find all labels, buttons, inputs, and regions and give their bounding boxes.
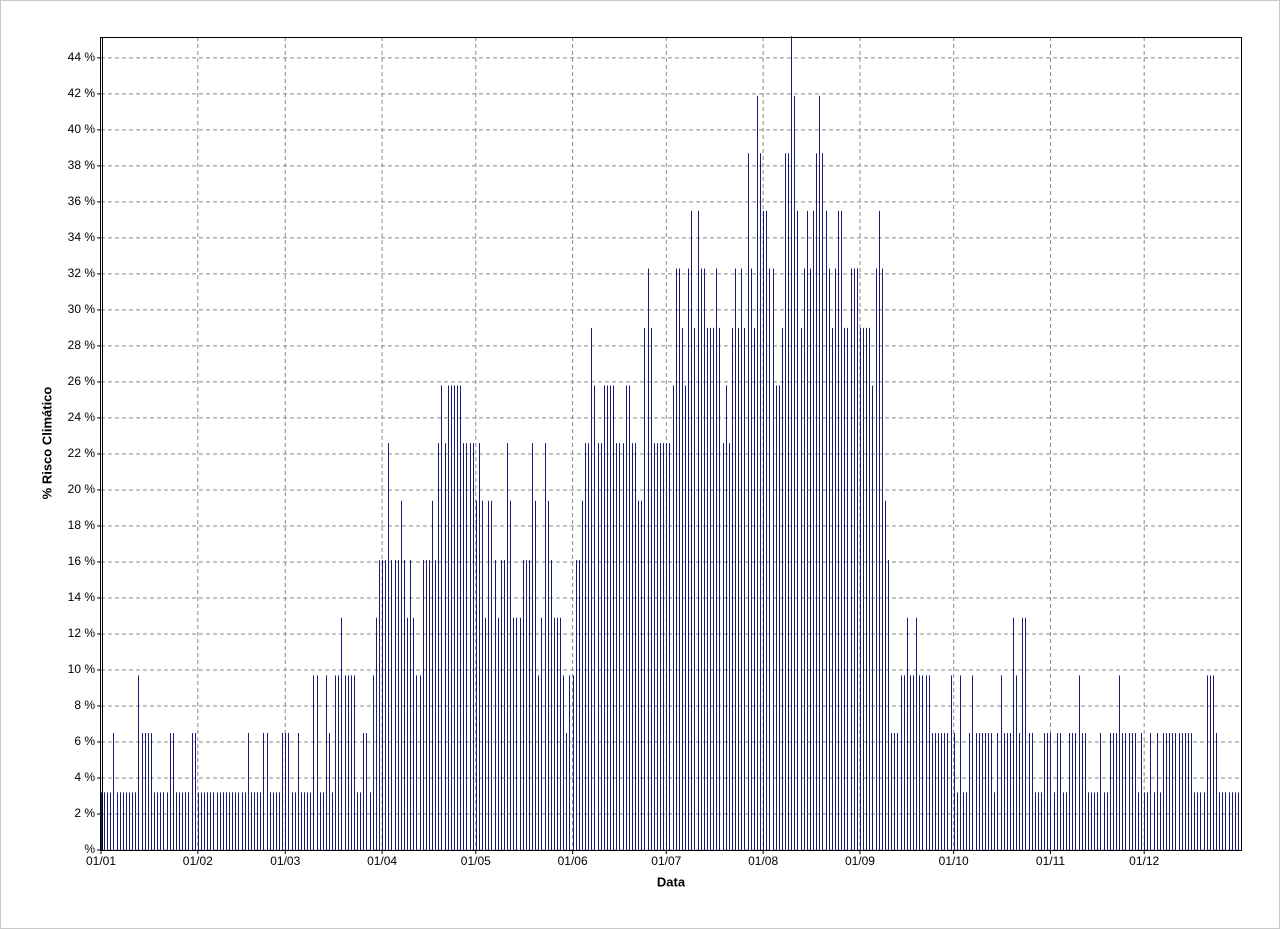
- x-tick-label: 01/10: [939, 854, 969, 868]
- x-tick-label: 01/08: [748, 854, 778, 868]
- y-tick-label: 10 %: [68, 662, 96, 676]
- y-axis-title: % Risco Climático: [39, 387, 54, 500]
- y-tick-label: 26 %: [68, 374, 96, 388]
- y-tick-label: 4 %: [74, 770, 95, 784]
- plot-border: [100, 37, 1242, 851]
- bars: [101, 36, 1239, 850]
- x-tick-label: 01/11: [1036, 854, 1065, 868]
- x-tick-label: 01/01: [86, 854, 116, 868]
- y-tick-label: 6 %: [74, 734, 95, 748]
- x-axis-title: Data: [657, 874, 686, 889]
- y-tick-label: 2 %: [74, 806, 95, 820]
- y-tick-label: 38 %: [68, 158, 96, 172]
- y-tick-label: 20 %: [68, 482, 96, 496]
- x-tick-label: 01/12: [1129, 854, 1159, 868]
- y-tick-label: 14 %: [68, 590, 96, 604]
- y-tick-label: 8 %: [74, 698, 95, 712]
- y-tick-label: 18 %: [68, 518, 96, 532]
- y-tick-label: 36 %: [68, 194, 96, 208]
- y-tick-label: 32 %: [68, 266, 96, 280]
- y-tick-label: 44 %: [68, 50, 96, 64]
- x-tick-label: 01/04: [367, 854, 397, 868]
- y-tick-label: 22 %: [68, 446, 96, 460]
- grid: [101, 37, 1241, 851]
- y-tick-label: 42 %: [68, 86, 96, 100]
- x-tick-label: 01/09: [845, 854, 875, 868]
- y-tick-label: 24 %: [68, 410, 96, 424]
- y-tick-label: 28 %: [68, 338, 96, 352]
- y-tick-label: 34 %: [68, 230, 96, 244]
- y-tick-label: %: [84, 842, 95, 856]
- y-tick-label: 12 %: [68, 626, 96, 640]
- x-tick-label: 01/07: [651, 854, 681, 868]
- y-tick-label: 40 %: [68, 122, 96, 136]
- y-tick-label: 16 %: [68, 554, 96, 568]
- x-tick-label: 01/03: [270, 854, 300, 868]
- x-tick-label: 01/06: [558, 854, 588, 868]
- y-tick-label: 30 %: [68, 302, 96, 316]
- x-tick-label: 01/05: [461, 854, 491, 868]
- x-tick-label: 01/02: [183, 854, 213, 868]
